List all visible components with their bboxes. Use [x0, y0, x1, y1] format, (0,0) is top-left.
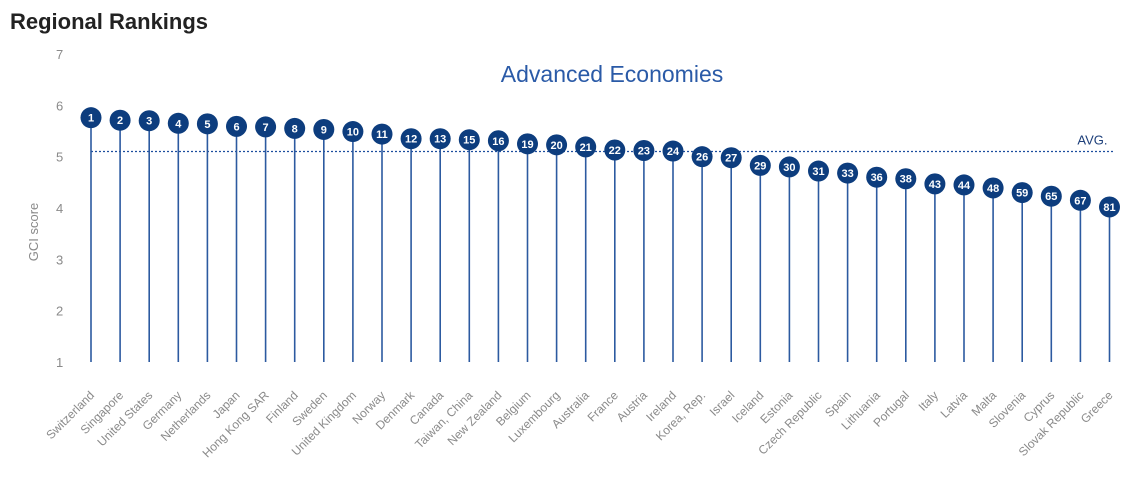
marker-united-kingdom [342, 121, 364, 143]
marker-ireland [662, 140, 684, 162]
rank-label-spain: 33 [841, 168, 853, 180]
average-group: AVG. [91, 133, 1114, 153]
marker-switzerland [80, 107, 102, 129]
marker-czech-republic [808, 160, 829, 182]
marker-singapore [109, 109, 131, 131]
rank-label-iceland: 29 [754, 160, 766, 172]
marker-luxembourg [546, 134, 568, 156]
marker-australia [575, 136, 597, 158]
rank-label-hong-kong-sar: 7 [263, 122, 269, 134]
rank-label-ireland: 24 [667, 146, 680, 158]
marker-norway [371, 123, 393, 145]
marker-latvia [953, 174, 975, 196]
chart-title: Advanced Economies [501, 61, 723, 87]
y-tick-label: 5 [56, 150, 63, 165]
rank-label-austria: 23 [638, 146, 650, 158]
category-label-latvia: Latvia [938, 388, 971, 421]
rank-label-switzerland: 1 [88, 113, 94, 125]
rank-label-united-states: 3 [146, 116, 152, 128]
marker-sweden [313, 118, 335, 140]
rank-label-finland: 8 [292, 123, 298, 135]
rank-label-luxembourg: 20 [550, 140, 562, 152]
marker-italy [924, 173, 946, 195]
marker-lithuania [866, 166, 888, 188]
y-tick-label: 2 [56, 304, 63, 319]
marker-austria [633, 140, 655, 162]
category-label-france: France [585, 388, 622, 425]
marker-iceland [749, 154, 771, 176]
rank-label-slovak-republic: 67 [1074, 195, 1086, 207]
rank-label-new-zealand: 16 [492, 136, 504, 148]
marker-israel [720, 147, 742, 169]
marker-hong-kong-sar [255, 116, 277, 138]
y-axis-ticks: 1 2 3 4 5 6 7 [56, 47, 63, 370]
y-axis-label: GCI score [26, 203, 41, 262]
rank-label-israel: 27 [725, 153, 737, 165]
marker-slovenia [1011, 182, 1033, 204]
rank-label-portugal: 38 [900, 174, 912, 186]
marker-malta [982, 177, 1004, 199]
average-label: AVG. [1077, 133, 1107, 148]
marker-greece [1099, 196, 1120, 218]
y-tick-label: 7 [56, 47, 63, 62]
rank-label-netherlands: 5 [204, 119, 210, 131]
rank-label-germany: 4 [175, 118, 182, 130]
marker-japan [226, 115, 247, 137]
rank-label-united-kingdom: 10 [347, 127, 359, 139]
marker-germany [167, 112, 189, 134]
rank-label-france: 22 [609, 145, 621, 157]
marker-united-states [138, 110, 160, 132]
marker-new-zealand [487, 130, 509, 152]
marker-denmark [400, 128, 422, 150]
marker-france [604, 139, 626, 161]
rank-label-denmark: 12 [405, 134, 417, 146]
marker-estonia [778, 156, 800, 178]
rank-label-estonia: 30 [783, 162, 795, 174]
marker-spain [837, 162, 859, 184]
rank-label-taiwan-china: 15 [463, 135, 475, 147]
marker-canada [429, 128, 451, 150]
y-tick-label: 3 [56, 252, 63, 267]
rank-label-australia: 21 [580, 142, 592, 154]
marker-slovak-republic [1069, 189, 1091, 211]
rank-label-japan: 6 [233, 121, 239, 133]
marker-finland [284, 117, 306, 139]
category-label-austria: Austria [614, 388, 651, 425]
rank-label-malta: 48 [987, 183, 999, 195]
rank-label-latvia: 44 [958, 180, 971, 192]
rank-label-singapore: 2 [117, 115, 123, 127]
rank-label-greece: 81 [1103, 202, 1115, 214]
y-tick-label: 1 [56, 355, 63, 370]
rank-label-italy: 43 [929, 179, 941, 191]
rank-label-czech-republic: 31 [812, 166, 824, 178]
rank-label-korea-rep: 26 [696, 152, 708, 164]
marker-portugal [895, 168, 917, 190]
rank-label-sweden: 9 [321, 124, 327, 136]
category-label-greece: Greece [1078, 388, 1116, 426]
rank-label-lithuania: 36 [871, 172, 883, 184]
rank-label-norway: 11 [376, 129, 388, 141]
y-tick-label: 4 [56, 201, 63, 216]
marker-korea-rep [691, 146, 713, 168]
marker-cyprus [1040, 185, 1062, 207]
marker-belgium [517, 133, 538, 155]
rank-label-belgium: 19 [521, 139, 533, 151]
y-tick-label: 6 [56, 98, 63, 113]
marker-taiwan-china [458, 129, 480, 151]
marker-netherlands [196, 113, 218, 135]
rank-label-canada: 13 [434, 134, 446, 146]
page-heading: Regional Rankings [10, 9, 209, 34]
rank-label-slovenia: 59 [1016, 188, 1028, 200]
rank-label-cyprus: 65 [1045, 191, 1057, 203]
